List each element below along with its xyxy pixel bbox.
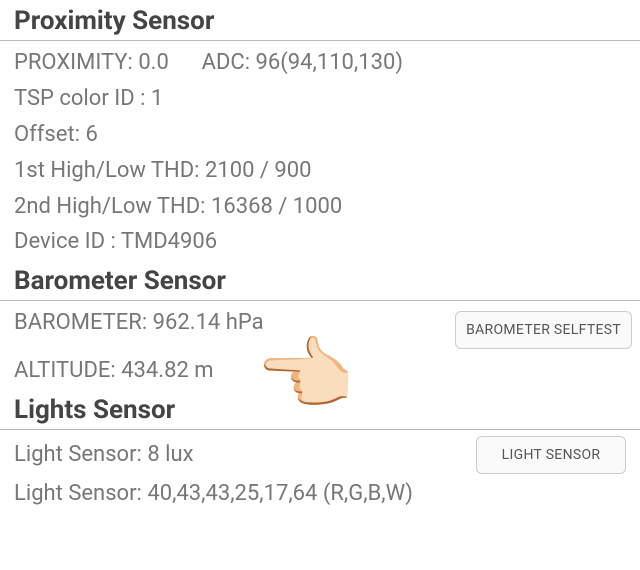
- offset-value: 6: [85, 122, 97, 147]
- thd2-value: 16368 / 1000: [211, 194, 342, 219]
- barometer-selftest-button[interactable]: BAROMETER SELFTEST: [455, 311, 632, 349]
- device-row: Device ID : TMD4906: [0, 224, 640, 260]
- proximity-section-title: Proximity Sensor: [0, 0, 640, 40]
- light-rgbw-row: Light Sensor: 40,43,43,25,17,64 (R,G,B,W…: [0, 476, 640, 512]
- thd1-value: 2100 / 900: [205, 158, 312, 183]
- proximity-value: 0.0: [138, 50, 169, 75]
- light-rgbw-label: Light Sensor:: [14, 481, 142, 506]
- divider: [0, 40, 640, 41]
- barometer-value: 962.14 hPa: [153, 310, 264, 335]
- thd2-label: 2nd High/Low THD:: [14, 194, 206, 219]
- adc-value: 96(94,110,130): [256, 50, 404, 75]
- tsp-label: TSP color ID :: [14, 86, 145, 111]
- thd1-label: 1st High/Low THD:: [14, 158, 200, 183]
- barometer-row: BAROMETER: 962.14 hPa: [0, 305, 455, 341]
- altitude-label: ALTITUDE:: [14, 358, 116, 383]
- barometer-section-title: Barometer Sensor: [0, 260, 640, 300]
- light-lux-row: Light Sensor: 8 lux: [14, 439, 194, 471]
- adc-label: ADC:: [202, 50, 250, 75]
- barometer-label: BAROMETER:: [14, 310, 147, 335]
- offset-label: Offset:: [14, 122, 80, 147]
- divider: [0, 300, 640, 301]
- lights-section-title: Lights Sensor: [0, 389, 640, 429]
- thd1-row: 1st High/Low THD: 2100 / 900: [0, 153, 640, 189]
- proximity-row: PROXIMITY: 0.0 ADC: 96(94,110,130): [0, 45, 640, 81]
- device-label: Device ID :: [14, 229, 116, 254]
- offset-row: Offset: 6: [0, 117, 640, 153]
- tsp-value: 1: [151, 86, 163, 111]
- tsp-row: TSP color ID : 1: [0, 81, 640, 117]
- thd2-row: 2nd High/Low THD: 16368 / 1000: [0, 189, 640, 225]
- light-rgbw-value: 40,43,43,25,17,64 (R,G,B,W): [147, 481, 413, 506]
- device-value: TMD4906: [121, 229, 217, 254]
- divider: [0, 429, 640, 430]
- altitude-row: ALTITUDE: 434.82 m: [0, 353, 455, 389]
- light-sensor-button[interactable]: LIGHT SENSOR: [476, 436, 626, 474]
- proximity-label: PROXIMITY:: [14, 50, 133, 75]
- light-lux-label: Light Sensor:: [14, 442, 142, 467]
- light-lux-value: 8 lux: [147, 442, 193, 467]
- altitude-value: 434.82 m: [121, 358, 213, 383]
